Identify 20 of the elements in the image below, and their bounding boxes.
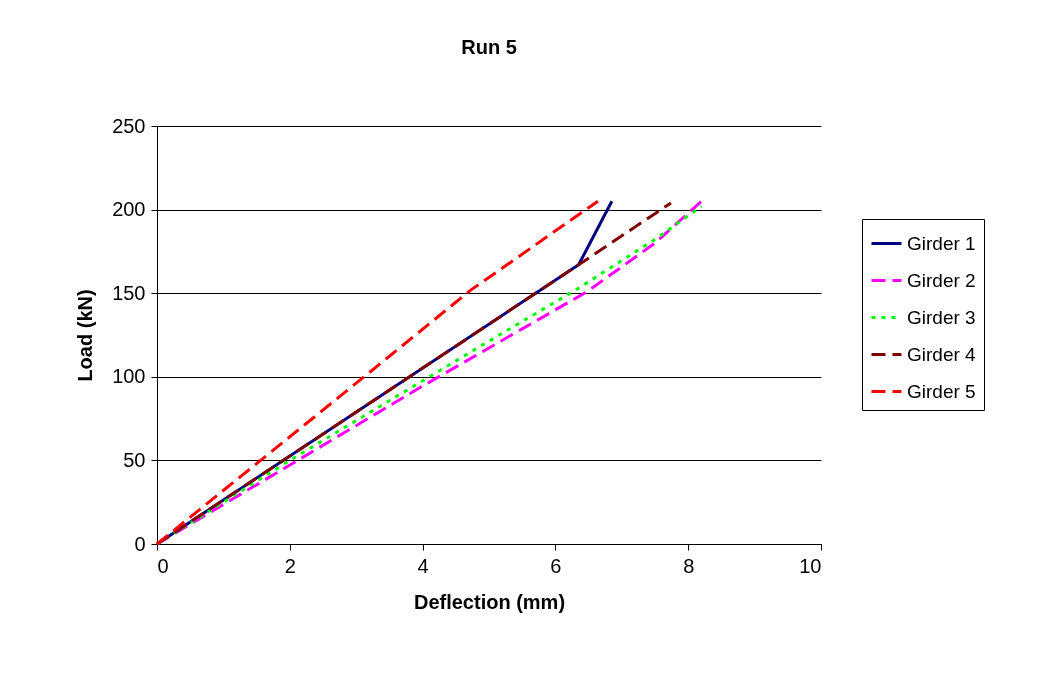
y-tick-label: 200 [112, 198, 146, 221]
y-tick-label: 50 [123, 448, 146, 471]
legend-label: Girder 4 [907, 343, 977, 365]
y-axis-title: Load (kN) [74, 289, 97, 382]
y-tick-label: 250 [112, 114, 146, 137]
legend-label: Girder 5 [907, 380, 976, 402]
x-axis-title: Deflection (mm) [413, 590, 566, 613]
x-tick-label: 6 [550, 554, 562, 577]
chart-title: Run 5 [461, 36, 517, 58]
legend-label: Girder 3 [907, 306, 976, 328]
y-tick-label: 150 [112, 281, 146, 304]
x-tick-label: 8 [683, 554, 695, 577]
y-tick-label: 0 [134, 532, 146, 555]
x-tick-label: 10 [799, 554, 822, 577]
legend-label: Girder 1 [907, 232, 976, 254]
x-tick-label: 0 [157, 554, 169, 577]
y-tick-label: 100 [112, 365, 146, 388]
x-tick-label: 4 [417, 554, 429, 577]
x-tick-label: 2 [284, 554, 296, 577]
legend-label: Girder 2 [907, 269, 976, 291]
